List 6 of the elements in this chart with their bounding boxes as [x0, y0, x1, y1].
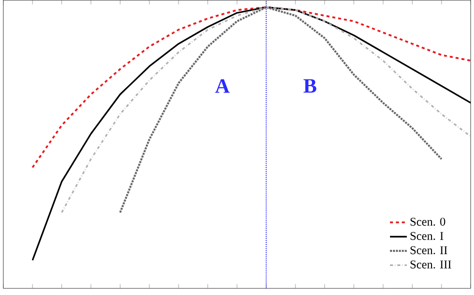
legend-label: Scen. II	[410, 246, 448, 254]
annotation: A	[215, 79, 230, 93]
annotation: B	[304, 79, 316, 93]
legend-label: Scen. 0	[410, 218, 446, 226]
legend-label: Scen. I	[410, 232, 444, 240]
legend-label: Scen. III	[410, 260, 452, 268]
